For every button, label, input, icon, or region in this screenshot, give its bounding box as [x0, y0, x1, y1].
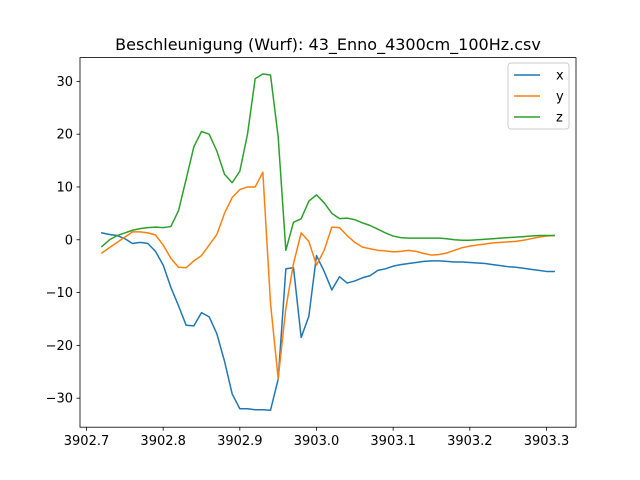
y-tick-label: −10 [46, 286, 73, 301]
x-tick-label: 3902.9 [217, 434, 263, 449]
y-tick-label: −20 [46, 339, 73, 354]
x-axis: 3902.7 3902.8 3902.9 3903.0 3903.1 3903.2 3903… [64, 427, 569, 449]
y-axis: −30 −20 −10 0 10 20 30 [46, 75, 80, 407]
legend-label-y: y [556, 90, 564, 105]
x-tick-label: 3903.1 [370, 434, 416, 449]
x-tick-label: 3902.8 [140, 434, 186, 449]
chart-title: Beschleunigung (Wurf): 43_Enno_4300cm_10… [115, 35, 541, 55]
x-tick-label: 3903.2 [447, 434, 493, 449]
x-tick-label: 3902.7 [64, 434, 110, 449]
series-layer [100, 73, 555, 412]
y-tick-label: 20 [56, 128, 73, 143]
series-z-line [100, 73, 555, 252]
y-tick-label: −30 [46, 392, 73, 407]
y-tick-label: 30 [56, 75, 73, 90]
series-x-line [100, 232, 555, 412]
axes-frame [79, 57, 577, 428]
x-tick-label: 3903.0 [294, 434, 340, 449]
y-tick-label: 10 [56, 180, 73, 195]
series-y-line [100, 171, 555, 380]
legend-label-x: x [556, 69, 564, 84]
legend: xyz [507, 62, 570, 130]
legend-label-z: z [556, 111, 563, 126]
x-tick-label: 3903.3 [524, 434, 570, 449]
y-tick-label: 0 [65, 233, 73, 248]
